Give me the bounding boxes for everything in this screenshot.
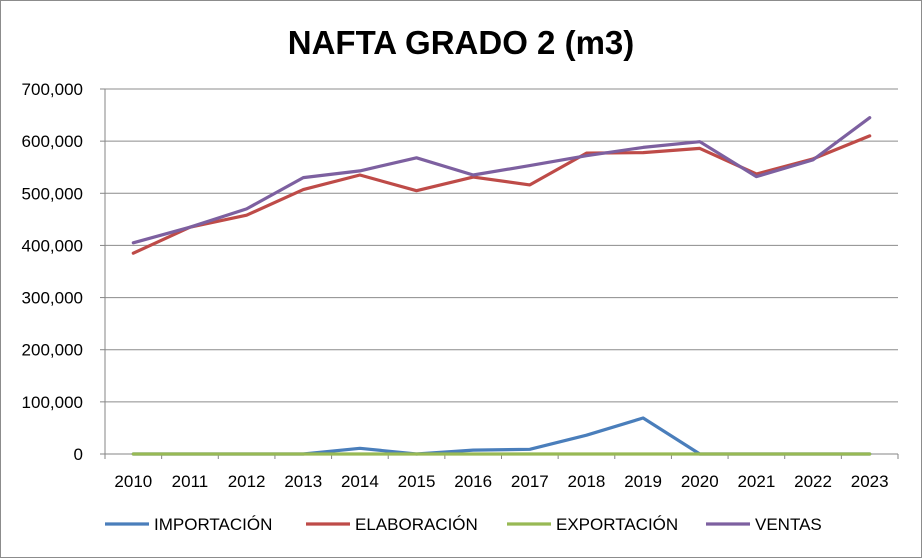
y-tick-label: 600,000 (22, 132, 83, 151)
y-tick-label: 100,000 (22, 393, 83, 412)
x-tick-label: 2018 (568, 472, 606, 491)
x-tick-label: 2010 (114, 472, 152, 491)
x-tick-label: 2019 (624, 472, 662, 491)
gridlines (105, 88, 898, 455)
series-line (131, 416, 872, 456)
y-tick-label: 400,000 (22, 236, 83, 255)
y-tick-label: 300,000 (22, 289, 83, 308)
legend-label: ELABORACIÓN (355, 515, 478, 534)
x-tick-label: 2017 (511, 472, 549, 491)
legend-label: VENTAS (755, 515, 822, 534)
series-line (131, 134, 872, 255)
y-tick-label: 200,000 (22, 341, 83, 360)
x-tick-label: 2016 (454, 472, 492, 491)
legend-label: EXPORTACIÓN (556, 515, 678, 534)
y-tick-label: 500,000 (22, 184, 83, 203)
y-axis-ticks: 0 100,000 200,000 300,000 400,000 500,000 600,… (22, 80, 106, 464)
x-axis: 2010 2011 2012 2013 2014 2015 2016 2017 2018 2019… (104, 454, 899, 491)
chart-title: NAFTA GRADO 2 (m3) (288, 24, 635, 61)
legend-label: IMPORTACIÓN (154, 515, 272, 534)
x-tick-label: 2015 (398, 472, 436, 491)
x-tick-label: 2013 (284, 472, 322, 491)
y-tick-label: 0 (74, 445, 83, 464)
legend: IMPORTACIÓN ELABORACIÓN EXPORTACIÓN VENTAS (105, 515, 822, 534)
x-tick-label: 2022 (794, 472, 832, 491)
series-lines (131, 116, 872, 456)
x-tick-label: 2011 (172, 472, 209, 491)
x-tick-label: 2014 (341, 472, 379, 491)
x-tick-label: 2023 (851, 472, 889, 491)
series-line (131, 116, 872, 245)
y-tick-label: 700,000 (22, 80, 83, 99)
x-tick-label: 2012 (228, 472, 266, 491)
x-tick-label: 2021 (737, 472, 775, 491)
x-tick-label: 2020 (681, 472, 719, 491)
